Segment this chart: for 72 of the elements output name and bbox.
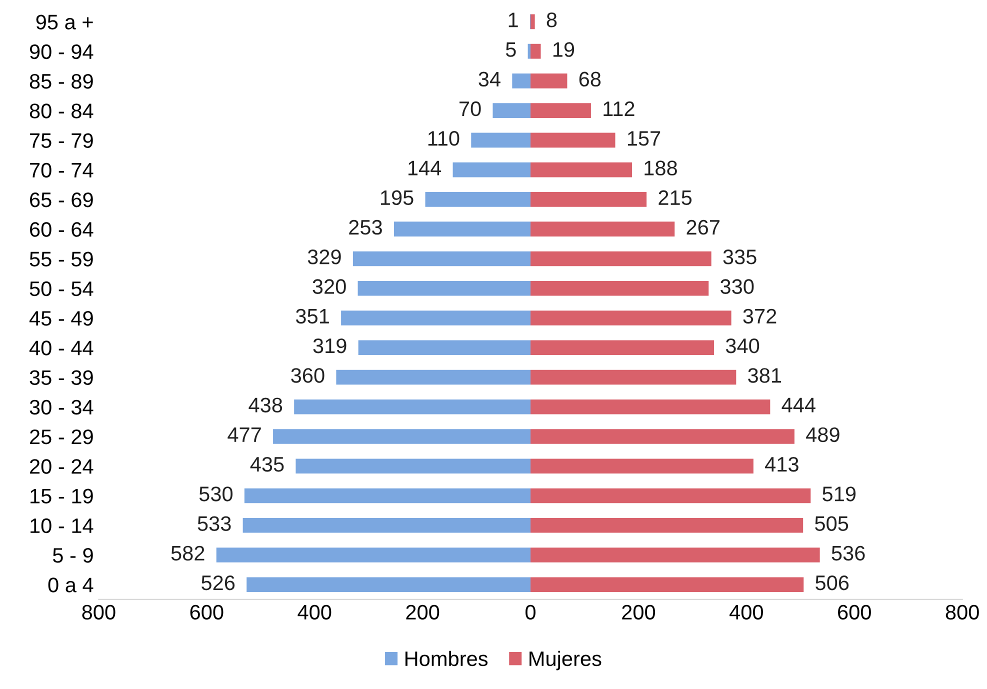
- data-label: 319: [313, 338, 346, 354]
- x-tick-label: 600: [190, 604, 224, 620]
- data-label: 413: [765, 456, 798, 472]
- data-label: 489: [806, 427, 840, 442]
- data-label: 530: [199, 486, 233, 502]
- data-label: 144: [408, 160, 442, 176]
- data-label: 381: [748, 368, 782, 383]
- x-tick-label: 800: [946, 604, 979, 620]
- data-label: 444: [782, 398, 816, 412]
- y-tick-label: 90 - 94: [30, 44, 94, 60]
- y-tick-label: 5 - 9: [52, 548, 93, 563]
- x-tick-label: 200: [622, 604, 656, 620]
- data-label: 335: [723, 250, 756, 264]
- y-tick-label: 80 - 84: [30, 104, 94, 118]
- y-tick-label: 40 - 44: [29, 340, 94, 356]
- data-label: 19: [553, 42, 574, 57]
- data-label: 533: [198, 516, 231, 531]
- y-tick-label: 30 - 34: [30, 400, 94, 415]
- data-label: 329: [308, 250, 341, 264]
- data-label: 505: [815, 516, 848, 531]
- data-label: 34: [478, 72, 500, 87]
- data-label: 519: [822, 486, 856, 502]
- x-tick-label: 200: [406, 604, 440, 620]
- data-label: 320: [312, 279, 346, 294]
- data-label: 582: [171, 546, 204, 561]
- data-label: 195: [380, 190, 414, 206]
- y-tick-label: 50 - 54: [30, 281, 94, 296]
- x-tick-label: 400: [730, 604, 763, 620]
- y-tick-label: 70 - 74: [30, 162, 94, 178]
- bar: [530, 14, 535, 30]
- data-label: 68: [579, 72, 601, 87]
- x-tick-label: 400: [298, 604, 332, 620]
- data-label: 372: [743, 308, 776, 324]
- x-tick-label: 800: [82, 604, 116, 620]
- data-label: 340: [726, 338, 760, 354]
- y-tick-label: 0 a 4: [48, 578, 94, 592]
- data-label: 330: [720, 279, 754, 294]
- data-label: 438: [248, 398, 282, 412]
- data-label: 157: [628, 131, 660, 146]
- data-label: 360: [291, 368, 324, 383]
- legend-label: Mujeres: [530, 650, 602, 670]
- y-tick-label: 75 - 79: [30, 133, 93, 148]
- data-label: 215: [658, 190, 692, 206]
- x-tick-label: 600: [838, 604, 871, 620]
- data-label: 253: [349, 220, 382, 235]
- y-tick-label: 95 a +: [36, 14, 93, 30]
- data-label: 351: [296, 308, 329, 324]
- data-label: 267: [686, 220, 720, 235]
- y-tick-label: 85 - 89: [30, 74, 93, 89]
- data-label: 5: [506, 42, 516, 57]
- y-tick-label: 55 - 59: [30, 252, 93, 266]
- data-label: 536: [832, 546, 865, 561]
- y-tick-label: 35 - 39: [30, 370, 93, 385]
- data-label: 112: [604, 101, 634, 116]
- data-label: 70: [460, 101, 481, 116]
- x-tick-label: 0: [526, 604, 536, 620]
- y-tick-label: 10 - 14: [30, 518, 94, 534]
- data-label: 477: [228, 428, 261, 442]
- data-label: 8: [546, 12, 557, 28]
- y-tick-label: 60 - 64: [30, 222, 94, 237]
- y-tick-label: 25 - 29: [30, 429, 93, 444]
- data-label: 110: [428, 131, 460, 146]
- data-label: 188: [644, 160, 677, 176]
- y-tick-label: 45 - 49: [29, 310, 93, 326]
- data-label: 526: [202, 575, 235, 590]
- data-label: 506: [816, 575, 849, 590]
- data-label: 1: [508, 12, 518, 28]
- data-label: 435: [250, 456, 284, 472]
- legend-label: Hombres: [405, 650, 488, 666]
- y-tick-label: 20 - 24: [30, 459, 94, 474]
- y-tick-label: 15 - 19: [30, 488, 93, 504]
- y-tick-label: 65 - 69: [30, 192, 93, 208]
